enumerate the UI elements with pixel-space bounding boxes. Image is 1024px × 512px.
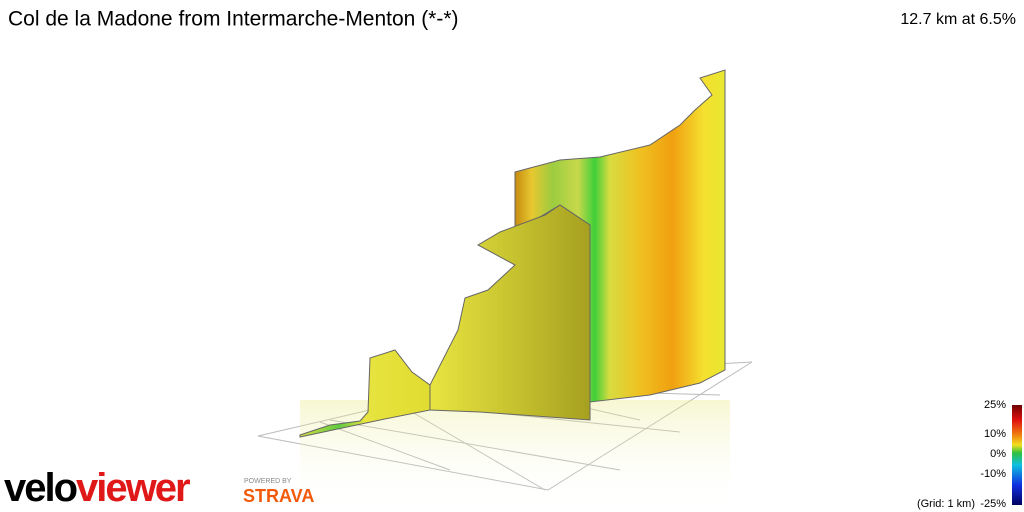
- logo: veloviewer: [4, 466, 190, 510]
- scale-label: 0%: [990, 448, 1006, 460]
- title: Col de la Madone from Intermarche-Menton…: [8, 8, 459, 31]
- scale-label: 10%: [984, 428, 1006, 440]
- logo-part: velo: [4, 466, 77, 510]
- scale-label: -10%: [980, 468, 1006, 480]
- summary: 12.7 km at 6.5%: [900, 11, 1016, 28]
- scale-label: 25%: [984, 399, 1006, 411]
- ribbon-front: [429, 204, 591, 421]
- grid-note: (Grid: 1 km): [917, 498, 975, 510]
- logo-part: viewer: [76, 466, 190, 510]
- scale-label: -25%: [980, 498, 1006, 510]
- partner-logo: STRAVA: [243, 486, 314, 506]
- color-scale: [1012, 405, 1022, 505]
- powered-by: POWERED BY: [244, 478, 292, 485]
- ribbon-start: [299, 349, 431, 438]
